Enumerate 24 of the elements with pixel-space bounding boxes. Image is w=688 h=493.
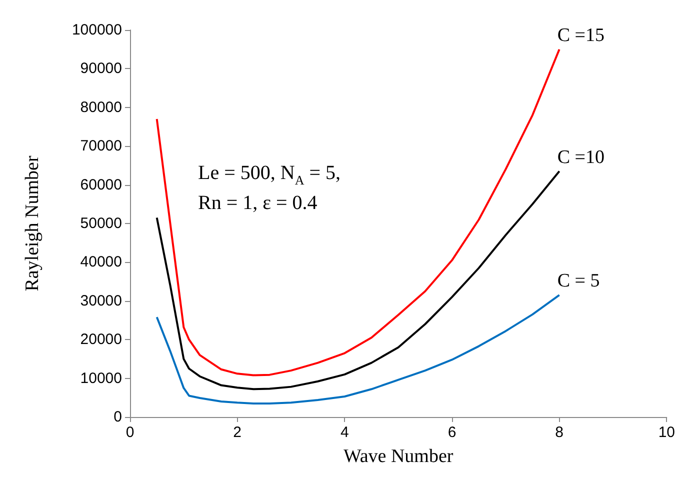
- x-axis-title: Wave Number: [343, 446, 454, 467]
- series-label: C =15: [557, 24, 604, 46]
- y-tick-label: 100000: [72, 22, 122, 38]
- y-tick-label: 90000: [80, 60, 122, 78]
- y-tick-label: 20000: [80, 331, 122, 348]
- y-axis-title: Rayleigh Number: [22, 155, 43, 292]
- x-tick-label: 2: [233, 424, 242, 441]
- y-tick-label: 0: [114, 408, 122, 426]
- y-tick-label: 80000: [80, 98, 122, 116]
- series-label: C =10: [557, 146, 604, 168]
- x-tick-label: 8: [555, 424, 564, 441]
- series-label: C = 5: [557, 270, 600, 292]
- x-tick-label: 4: [340, 424, 349, 441]
- annotation: Rn = 1, ε = 0.4: [198, 192, 318, 214]
- line-series: [156, 294, 560, 404]
- y-tick-label: 50000: [80, 215, 122, 232]
- y-tick-label: 70000: [80, 138, 122, 155]
- y-tick-label: 30000: [80, 292, 122, 310]
- y-tick-label: 40000: [80, 254, 122, 271]
- x-tick-label: 0: [126, 424, 134, 441]
- y-tick-label: 60000: [80, 176, 122, 194]
- x-tick-label: 10: [658, 424, 675, 441]
- x-tick-label: 6: [448, 424, 456, 441]
- y-tick-label: 10000: [80, 370, 122, 387]
